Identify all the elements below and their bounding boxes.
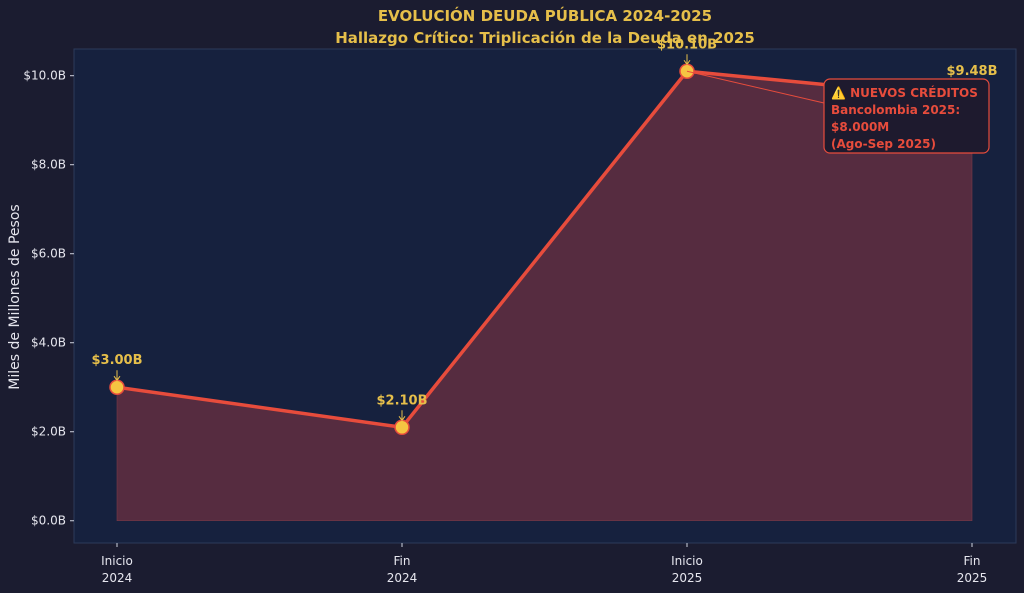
y-axis-label: Miles de Millones de Pesos <box>7 204 23 389</box>
chart-subtitle: Hallazgo Crítico: Triplicación de la Deu… <box>335 29 755 47</box>
y-tick-label: $2.0B <box>31 425 66 439</box>
annotation-line: ⚠️ NUEVOS CRÉDITOS <box>831 85 978 100</box>
data-label: $10.10B <box>657 37 717 52</box>
data-label: $3.00B <box>91 353 142 368</box>
x-tick-label: Inicio 2024 <box>101 554 133 585</box>
annotation-line: Bancolombia 2025: <box>831 103 960 117</box>
annotation-connector <box>686 70 825 104</box>
chart-title: EVOLUCIÓN DEUDA PÚBLICA 2024-2025 <box>378 6 712 25</box>
label-arrow-head <box>398 415 406 422</box>
data-label: $9.48B <box>946 64 997 79</box>
label-arrow-head <box>113 375 121 382</box>
y-tick-label: $0.0B <box>31 514 66 528</box>
x-tick-label: Fin 2024 <box>387 554 418 585</box>
x-tick-label: Inicio 2025 <box>671 554 703 585</box>
data-label: $2.10B <box>376 393 427 408</box>
data-point <box>394 419 410 436</box>
annotation-line: $8.000M <box>831 120 889 134</box>
y-tick-label: $6.0B <box>31 247 66 261</box>
y-tick-label: $4.0B <box>31 336 66 350</box>
y-tick-label: $10.0B <box>23 69 66 83</box>
data-point <box>109 379 125 395</box>
x-tick-label: Fin 2025 <box>957 554 988 585</box>
annotation-box <box>823 78 990 154</box>
label-arrow-head <box>683 59 691 66</box>
y-tick-label: $8.0B <box>31 158 66 172</box>
annotation-line: (Ago-Sep 2025) <box>831 137 936 151</box>
